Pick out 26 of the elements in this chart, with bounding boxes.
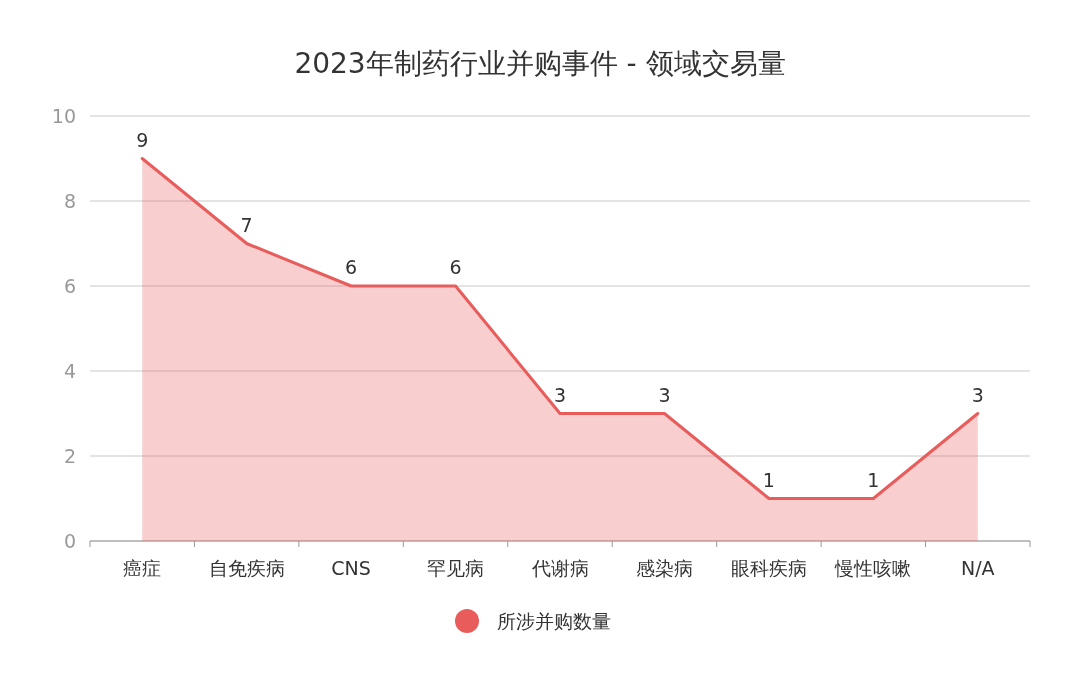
x-tick-label: 癌症 bbox=[123, 557, 162, 579]
data-label: 7 bbox=[240, 213, 253, 236]
y-tick-label: 2 bbox=[63, 445, 76, 467]
data-label: 6 bbox=[449, 256, 462, 278]
y-tick-label: 8 bbox=[63, 190, 76, 212]
x-tick-label: 罕见病 bbox=[427, 557, 485, 579]
x-tick-label: 感染病 bbox=[635, 557, 693, 579]
data-label: 3 bbox=[971, 383, 984, 406]
x-tick-label: N/A bbox=[960, 557, 995, 579]
data-label: 1 bbox=[867, 468, 880, 491]
x-tick-label: 代谢病 bbox=[530, 557, 589, 579]
data-label: 3 bbox=[553, 383, 567, 406]
x-tick-label: 慢性咳嗽 bbox=[834, 557, 912, 579]
legend-label: 所涉并购数量 bbox=[497, 610, 611, 632]
y-tick-label: 10 bbox=[51, 105, 76, 127]
x-tick-label: 自免疾病 bbox=[208, 557, 285, 579]
x-tick-label: 眼科疾病 bbox=[730, 557, 807, 579]
x-tick-label: CNS bbox=[331, 557, 371, 579]
y-tick-label: 6 bbox=[63, 275, 76, 297]
chart-title: 2023年制药行业并购事件 - 领域交易量 bbox=[294, 47, 786, 80]
data-label: 1 bbox=[762, 468, 775, 491]
data-label: 6 bbox=[345, 256, 358, 278]
data-label: 9 bbox=[136, 128, 149, 151]
data-label: 3 bbox=[658, 383, 671, 406]
y-tick-label: 0 bbox=[63, 530, 76, 552]
y-tick-label: 4 bbox=[63, 360, 76, 382]
